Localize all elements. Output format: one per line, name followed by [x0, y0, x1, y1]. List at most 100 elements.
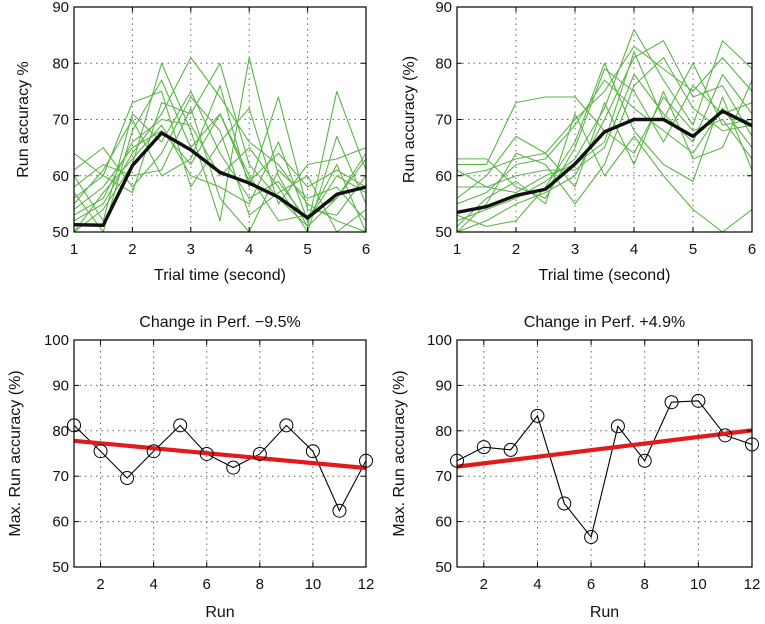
chart-0-plot-area: [74, 57, 366, 232]
chart-1-trial-line-11: [457, 51, 752, 194]
chart-2-ytick-label-70: 70: [52, 468, 69, 485]
chart-2-x-axis-label: Run: [205, 604, 234, 621]
chart-2-title: Change in Perf. −9.5%: [139, 314, 300, 331]
chart-2-point-run-8: [252, 446, 267, 461]
chart-2-axes-frame: [73, 339, 367, 568]
chart-2-ytick-label-80: 80: [52, 423, 69, 440]
chart-1-trial-line-9: [457, 62, 752, 227]
chart-2-point-run-10: [305, 444, 320, 459]
chart-0-ytick-label-80: 80: [52, 55, 69, 72]
chart-0-ytick-label-60: 60: [52, 168, 69, 185]
chart-3-xtick-label-2: 2: [480, 576, 488, 593]
panel-bottom-right-max-run-accuracy: 2 4 6 8 10 12 50 60 70 80 90 100 Run Max. Run accurac…: [391, 314, 760, 621]
chart-3-point-run-7: [610, 419, 625, 434]
chart-2-point-run-3: [120, 471, 135, 486]
chart-2-xtick-label-12: 12: [358, 576, 375, 593]
chart-1-trial-line-10: [457, 79, 752, 199]
chart-2-xtick-label-10: 10: [305, 576, 322, 593]
chart-3-ytick-label-60: 60: [435, 514, 452, 531]
chart-1-xtick-label-2: 2: [512, 241, 520, 258]
chart-1-plot-area: [457, 28, 752, 232]
chart-3-point-run-4: [530, 408, 545, 423]
chart-2-ytick-label-100: 100: [44, 332, 69, 349]
chart-0-xtick-label-6: 6: [362, 241, 370, 258]
chart-0-xtick-label-1: 1: [70, 241, 78, 258]
chart-0-xtick-label-5: 5: [303, 241, 311, 258]
chart-1-trial-line-12: [457, 113, 752, 232]
chart-0-y-axis-label: Run accuracy %: [15, 61, 32, 178]
chart-1-trial-line-1: [457, 40, 752, 232]
chart-3-point-run-9: [664, 395, 679, 410]
panel-top-left-run-accuracy: 1 2 3 4 5 6 50 60 70 80 90 Trial time (second) Run a…: [15, 0, 370, 284]
panel-bottom-left-max-run-accuracy: 2 4 6 8 10 12 50 60 70 80 90 100 Run Max. Run accurac…: [7, 314, 374, 621]
panel-top-right-run-accuracy: 1 2 3 4 5 6 50 60 70 80 90 Trial time (second) Run a…: [401, 0, 756, 284]
chart-3-point-run-5: [557, 496, 572, 511]
chart-1-xtick-label-4: 4: [630, 241, 638, 258]
chart-1-trial-line-3: [457, 79, 752, 205]
chart-2-ytick-label-90: 90: [52, 377, 69, 394]
chart-1-xtick-label-1: 1: [453, 241, 461, 258]
chart-3-point-run-10: [691, 393, 706, 408]
chart-3-ytick-label-90: 90: [435, 377, 452, 394]
chart-3-xtick-label-6: 6: [587, 576, 595, 593]
chart-2-point-run-6: [199, 446, 214, 461]
chart-3-point-run-2: [476, 440, 491, 455]
chart-2-trend-line: [74, 438, 366, 471]
chart-0-trial-line-7: [74, 57, 366, 232]
chart-3-axes-frame: [456, 339, 753, 568]
chart-2-ytick-label-60: 60: [52, 514, 69, 531]
chart-2-point-run-5: [173, 418, 188, 433]
chart-3-point-run-11: [718, 428, 733, 443]
chart-3-x-axis-label: Run: [590, 604, 619, 621]
chart-2-point-run-2: [93, 444, 108, 459]
chart-3-y-axis-label: Max. Run accuracy (%): [391, 370, 408, 536]
chart-0-ytick-label-70: 70: [52, 112, 69, 129]
chart-1-ytick-label-50: 50: [435, 224, 452, 241]
chart-2-xtick-label-4: 4: [149, 576, 157, 593]
chart-3-ytick-label-70: 70: [435, 468, 452, 485]
chart-0-ytick-label-50: 50: [52, 224, 69, 241]
chart-2-plot-area: [74, 424, 366, 512]
chart-1-ytick-label-70: 70: [435, 112, 452, 129]
chart-0-xtick-label-2: 2: [128, 241, 136, 258]
chart-1-x-axis-label: Trial time (second): [539, 267, 671, 284]
chart-0-trial-line-9: [74, 118, 366, 232]
chart-3-trend-line: [457, 428, 752, 469]
chart-3-ytick-label-50: 50: [435, 559, 452, 576]
chart-0-mean-line: [74, 131, 366, 227]
chart-1-trial-line-7: [457, 68, 752, 199]
chart-1-ytick-label-80: 80: [435, 55, 452, 72]
chart-2-point-run-9: [279, 418, 294, 433]
chart-1-ytick-label-90: 90: [435, 0, 452, 16]
chart-2-ytick-label-50: 50: [52, 559, 69, 576]
chart-3-point-run-3: [503, 442, 518, 457]
chart-2-point-run-11: [332, 503, 347, 518]
chart-3-xtick-label-8: 8: [641, 576, 649, 593]
chart-0-xtick-label-4: 4: [245, 241, 253, 258]
chart-1-trial-line-5: [457, 45, 752, 177]
chart-1-mean-line: [457, 109, 752, 215]
chart-0-xtick-label-3: 3: [187, 241, 195, 258]
chart-3-series-line: [457, 400, 752, 539]
chart-2-point-run-4: [146, 444, 161, 459]
chart-3-plot-area: [457, 400, 752, 539]
chart-1-trial-line-2: [457, 28, 752, 222]
chart-3-point-run-6: [584, 530, 599, 545]
chart-0-ytick-label-90: 90: [52, 0, 69, 16]
chart-0-trial-line-12: [74, 124, 366, 232]
chart-1-trial-line-8: [457, 57, 752, 232]
chart-2-xtick-label-2: 2: [96, 576, 104, 593]
chart-2-xtick-label-8: 8: [256, 576, 264, 593]
chart-3-xtick-label-4: 4: [533, 576, 541, 593]
chart-2-y-axis-label: Max. Run accuracy (%): [7, 370, 24, 536]
chart-3-point-run-8: [637, 453, 652, 468]
chart-3-ytick-label-100: 100: [427, 332, 452, 349]
chart-1-xtick-label-5: 5: [689, 241, 697, 258]
chart-3-title: Change in Perf. +4.9%: [524, 314, 685, 331]
chart-0-x-axis-label: Trial time (second): [154, 267, 286, 284]
chart-1-y-axis-label: Run accuracy (%): [401, 56, 418, 183]
chart-0-trial-line-10: [74, 96, 366, 232]
chart-3-ytick-label-80: 80: [435, 423, 452, 440]
chart-2-series-line: [74, 424, 366, 512]
